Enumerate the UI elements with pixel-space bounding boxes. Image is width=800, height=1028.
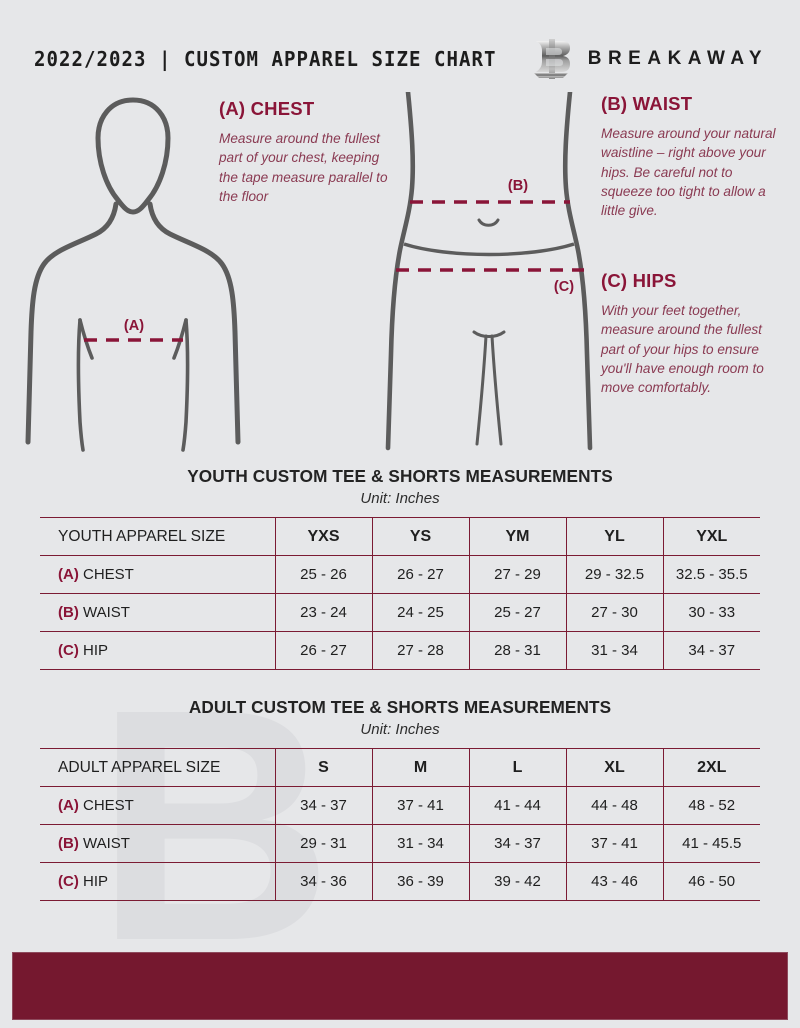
adult-hip-m: 36 - 39 bbox=[371, 862, 469, 901]
row-tag: (B) bbox=[58, 604, 79, 621]
youth-chest-ys: 26 - 27 bbox=[371, 555, 469, 594]
breakaway-b-logo-icon bbox=[533, 39, 570, 79]
adult-waist-l: 34 - 37 bbox=[468, 824, 566, 863]
table-row: (A) CHEST 34 - 37 37 - 41 41 - 44 44 - 4… bbox=[40, 786, 760, 825]
adult-size-col-0: S bbox=[274, 748, 372, 787]
youth-header-label: YOUTH APPAREL SIZE bbox=[40, 517, 275, 556]
row-tag: (C) bbox=[58, 873, 79, 890]
callout-hips: (C) HIPS With your feet together, measur… bbox=[601, 270, 781, 397]
adult-row-label-hip: (C) HIP bbox=[40, 862, 275, 901]
adult-size-col-2: L bbox=[468, 748, 566, 787]
adult-hip-s: 34 - 36 bbox=[274, 862, 372, 901]
row-label: WAIST bbox=[83, 835, 130, 852]
youth-hip-ys: 27 - 28 bbox=[371, 631, 469, 670]
callout-chest-body: Measure around the fullest part of your … bbox=[219, 131, 388, 204]
adult-size-col-1: M bbox=[371, 748, 469, 787]
youth-table-unit: Unit: Inches bbox=[360, 490, 440, 507]
adult-waist-m: 31 - 34 bbox=[371, 824, 469, 863]
adult-chest-xl: 44 - 48 bbox=[565, 786, 663, 825]
youth-size-col-1: YS bbox=[371, 517, 469, 556]
row-tag: (B) bbox=[58, 835, 79, 852]
page-header: 2022/2023 | CUSTOM APPAREL SIZE CHART bbox=[0, 0, 800, 80]
hips-figure: (B) (C) bbox=[385, 92, 593, 451]
adult-waist-2xl: 41 - 45.5 bbox=[662, 824, 760, 863]
youth-row-label-hip: (C) HIP bbox=[40, 631, 275, 670]
youth-chest-yl: 29 - 32.5 bbox=[565, 555, 663, 594]
youth-size-col-0: YXS bbox=[274, 517, 372, 556]
youth-waist-yl: 27 - 30 bbox=[565, 593, 663, 632]
adult-table-unit: Unit: Inches bbox=[360, 721, 440, 738]
youth-hip-yxl: 34 - 37 bbox=[662, 631, 760, 670]
youth-row-label-waist: (B) WAIST bbox=[40, 593, 275, 632]
row-label: CHEST bbox=[83, 797, 134, 814]
brand-name: BREAKAWAY bbox=[587, 48, 768, 69]
callout-chest-heading: (A) CHEST bbox=[219, 98, 315, 119]
youth-waist-ym: 25 - 27 bbox=[468, 593, 566, 632]
youth-chest-yxl: 32.5 - 35.5 bbox=[662, 555, 760, 594]
hip-marker-label: (C) bbox=[554, 279, 574, 295]
callout-hips-body: With your feet together, measure around … bbox=[601, 303, 764, 396]
chest-marker-label: (A) bbox=[124, 318, 144, 334]
callout-waist-body: Measure around your natural waistline – … bbox=[601, 126, 776, 219]
adult-size-col-3: XL bbox=[565, 748, 663, 787]
youth-table-block: YOUTH CUSTOM TEE & SHORTS MEASUREMENTS U… bbox=[0, 466, 800, 670]
table-header-row: ADULT APPAREL SIZE S M L XL 2XL bbox=[40, 748, 760, 787]
adult-chest-l: 41 - 44 bbox=[468, 786, 566, 825]
adult-chest-2xl: 48 - 52 bbox=[662, 786, 760, 825]
table-header-row: YOUTH APPAREL SIZE YXS YS YM YL YXL bbox=[40, 517, 760, 556]
row-tag: (A) bbox=[58, 797, 79, 814]
adult-hip-l: 39 - 42 bbox=[468, 862, 566, 901]
page-title: 2022/2023 | CUSTOM APPAREL SIZE CHART bbox=[34, 47, 497, 71]
adult-row-label-waist: (B) WAIST bbox=[40, 824, 275, 863]
adult-hip-2xl: 46 - 50 bbox=[662, 862, 760, 901]
adult-table-title: ADULT CUSTOM TEE & SHORTS MEASUREMENTS bbox=[188, 697, 612, 717]
callout-waist-heading: (B) WAIST bbox=[601, 93, 693, 114]
adult-row-label-chest: (A) CHEST bbox=[40, 786, 275, 825]
youth-size-table: YOUTH APPAREL SIZE YXS YS YM YL YXL (A) … bbox=[40, 517, 760, 670]
adult-header-label: ADULT APPAREL SIZE bbox=[40, 748, 275, 787]
row-label: HIP bbox=[83, 873, 109, 890]
illustration-area: (A) (B) (C) (A) CHEST Measure around the… bbox=[0, 92, 800, 464]
youth-hip-yxs: 26 - 27 bbox=[274, 631, 372, 670]
table-row: (B) WAIST 23 - 24 24 - 25 25 - 27 27 - 3… bbox=[40, 593, 760, 632]
callout-waist: (B) WAIST Measure around your natural wa… bbox=[601, 93, 781, 220]
youth-size-col-3: YL bbox=[565, 517, 663, 556]
table-row: (B) WAIST 29 - 31 31 - 34 34 - 37 37 - 4… bbox=[40, 824, 760, 863]
table-row: (C) HIP 34 - 36 36 - 39 39 - 42 43 - 46 … bbox=[40, 862, 760, 901]
youth-row-label-chest: (A) CHEST bbox=[40, 555, 275, 594]
youth-waist-yxl: 30 - 33 bbox=[662, 593, 760, 632]
row-label: CHEST bbox=[83, 566, 134, 583]
table-row: (C) HIP 26 - 27 27 - 28 28 - 31 31 - 34 … bbox=[40, 631, 760, 670]
waist-marker-label: (B) bbox=[508, 178, 528, 194]
row-label: WAIST bbox=[83, 604, 130, 621]
youth-hip-ym: 28 - 31 bbox=[468, 631, 566, 670]
adult-chest-m: 37 - 41 bbox=[371, 786, 469, 825]
table-row: (A) CHEST 25 - 26 26 - 27 27 - 29 29 - 3… bbox=[40, 555, 760, 594]
torso-figure: (A) bbox=[25, 97, 241, 452]
adult-size-col-4: 2XL bbox=[662, 748, 760, 787]
youth-chest-ym: 27 - 29 bbox=[468, 555, 566, 594]
row-tag: (A) bbox=[58, 566, 79, 583]
callout-chest: (A) CHEST Measure around the fullest par… bbox=[219, 98, 394, 206]
adult-table-block: ADULT CUSTOM TEE & SHORTS MEASUREMENTS U… bbox=[0, 697, 800, 901]
adult-waist-s: 29 - 31 bbox=[274, 824, 372, 863]
adult-size-table: ADULT APPAREL SIZE S M L XL 2XL (A) CHES… bbox=[40, 748, 760, 901]
adult-hip-xl: 43 - 46 bbox=[565, 862, 663, 901]
footer-bar bbox=[12, 952, 788, 1020]
youth-table-title: YOUTH CUSTOM TEE & SHORTS MEASUREMENTS bbox=[187, 466, 613, 486]
youth-size-col-2: YM bbox=[468, 517, 566, 556]
youth-hip-yl: 31 - 34 bbox=[565, 631, 663, 670]
row-tag: (C) bbox=[58, 642, 79, 659]
row-label: HIP bbox=[83, 642, 109, 659]
adult-waist-xl: 37 - 41 bbox=[565, 824, 663, 863]
youth-waist-ys: 24 - 25 bbox=[371, 593, 469, 632]
youth-waist-yxs: 23 - 24 bbox=[274, 593, 372, 632]
brand-lockup: BREAKAWAY bbox=[532, 38, 768, 80]
youth-chest-yxs: 25 - 26 bbox=[274, 555, 372, 594]
youth-size-col-4: YXL bbox=[662, 517, 760, 556]
adult-chest-s: 34 - 37 bbox=[274, 786, 372, 825]
callout-hips-heading: (C) HIPS bbox=[601, 270, 677, 291]
